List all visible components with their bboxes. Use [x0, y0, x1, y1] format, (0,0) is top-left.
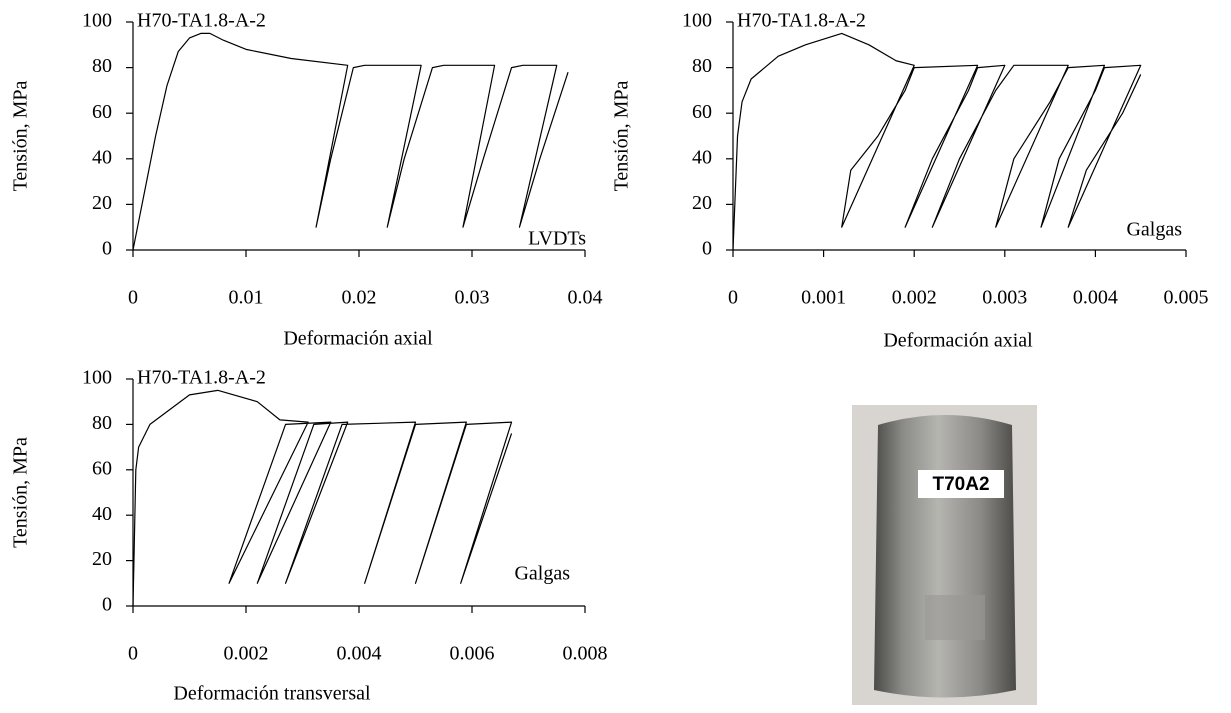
y-tick-label: 40	[92, 503, 112, 525]
x-tick-label: 0.005	[1164, 287, 1209, 309]
y-tick-label: 100	[82, 367, 112, 389]
x-tick-label: 0.004	[337, 643, 382, 665]
y-tick-label: 60	[92, 101, 112, 123]
annotation: LVDTs	[528, 228, 586, 250]
y-tick-label: 80	[692, 55, 712, 77]
y-axis-title: Tensión, MPa	[10, 437, 32, 548]
x-tick-label: 0.002	[892, 287, 937, 309]
x-tick-label: 0.04	[568, 287, 603, 309]
y-tick-label: 40	[92, 146, 112, 168]
y-axis-title: Tensión, MPa	[10, 80, 32, 191]
chart: 0 20 40 60 80 100 0 0.002 0.004 0.006 0.008 Deforma…	[10, 367, 608, 705]
y-tick-label: 20	[692, 192, 712, 214]
x-tick-label: 0.003	[982, 287, 1027, 309]
photo-label-box	[918, 470, 1004, 498]
y-tick-label: 100	[682, 10, 712, 32]
data-line	[132, 389, 513, 607]
x-tick-label: 0.004	[1073, 287, 1118, 309]
x-axis-title: Deformación axial	[283, 328, 433, 350]
y-tick-label: 80	[92, 55, 112, 77]
x-tick-label: 0	[728, 287, 738, 309]
annotation: H70-TA1.8-A-2	[137, 367, 266, 389]
annotation: Galgas	[1126, 219, 1182, 241]
data-line	[132, 32, 569, 251]
y-tick-label: 0	[102, 594, 112, 616]
annotation: H70-TA1.8-A-2	[137, 10, 266, 32]
chart: 0 20 40 60 80 100 0 0.01 0.02 0.03 0.04 Deformación…	[10, 10, 603, 350]
y-tick-label: 20	[92, 548, 112, 570]
photo-label: T70A2	[932, 474, 989, 495]
data-line	[732, 32, 1142, 251]
photo: T70A2	[852, 405, 1037, 705]
y-tick-label: 80	[92, 412, 112, 434]
y-tick-label: 60	[92, 457, 112, 479]
x-tick-label: 0.001	[801, 287, 846, 309]
annotation: H70-TA1.8-A-2	[737, 10, 866, 32]
chart: 0 20 40 60 80 100 0 0.001 0.002 0.003 0.004 0.005 De…	[611, 10, 1209, 352]
specimen	[874, 415, 1016, 698]
y-axis-title: Tensión, MPa	[611, 80, 633, 191]
y-tick-label: 20	[92, 192, 112, 214]
x-tick-label: 0.01	[229, 287, 264, 309]
x-tick-label: 0.002	[224, 643, 269, 665]
x-axis-title: Deformación transversal	[173, 683, 371, 705]
y-tick-label: 100	[82, 10, 112, 32]
x-tick-label: 0	[128, 643, 138, 665]
x-axis-title: Deformación axial	[883, 330, 1033, 352]
y-tick-label: 0	[102, 238, 112, 260]
gauge	[925, 595, 985, 640]
x-tick-label: 0.02	[342, 287, 377, 309]
y-tick-label: 60	[692, 101, 712, 123]
x-tick-label: 0.03	[455, 287, 490, 309]
x-tick-label: 0	[128, 287, 138, 309]
annotation: Galgas	[514, 563, 570, 585]
x-tick-label: 0.006	[450, 643, 495, 665]
y-tick-label: 40	[692, 146, 712, 168]
y-tick-label: 0	[702, 238, 712, 260]
x-tick-label: 0.008	[563, 643, 608, 665]
